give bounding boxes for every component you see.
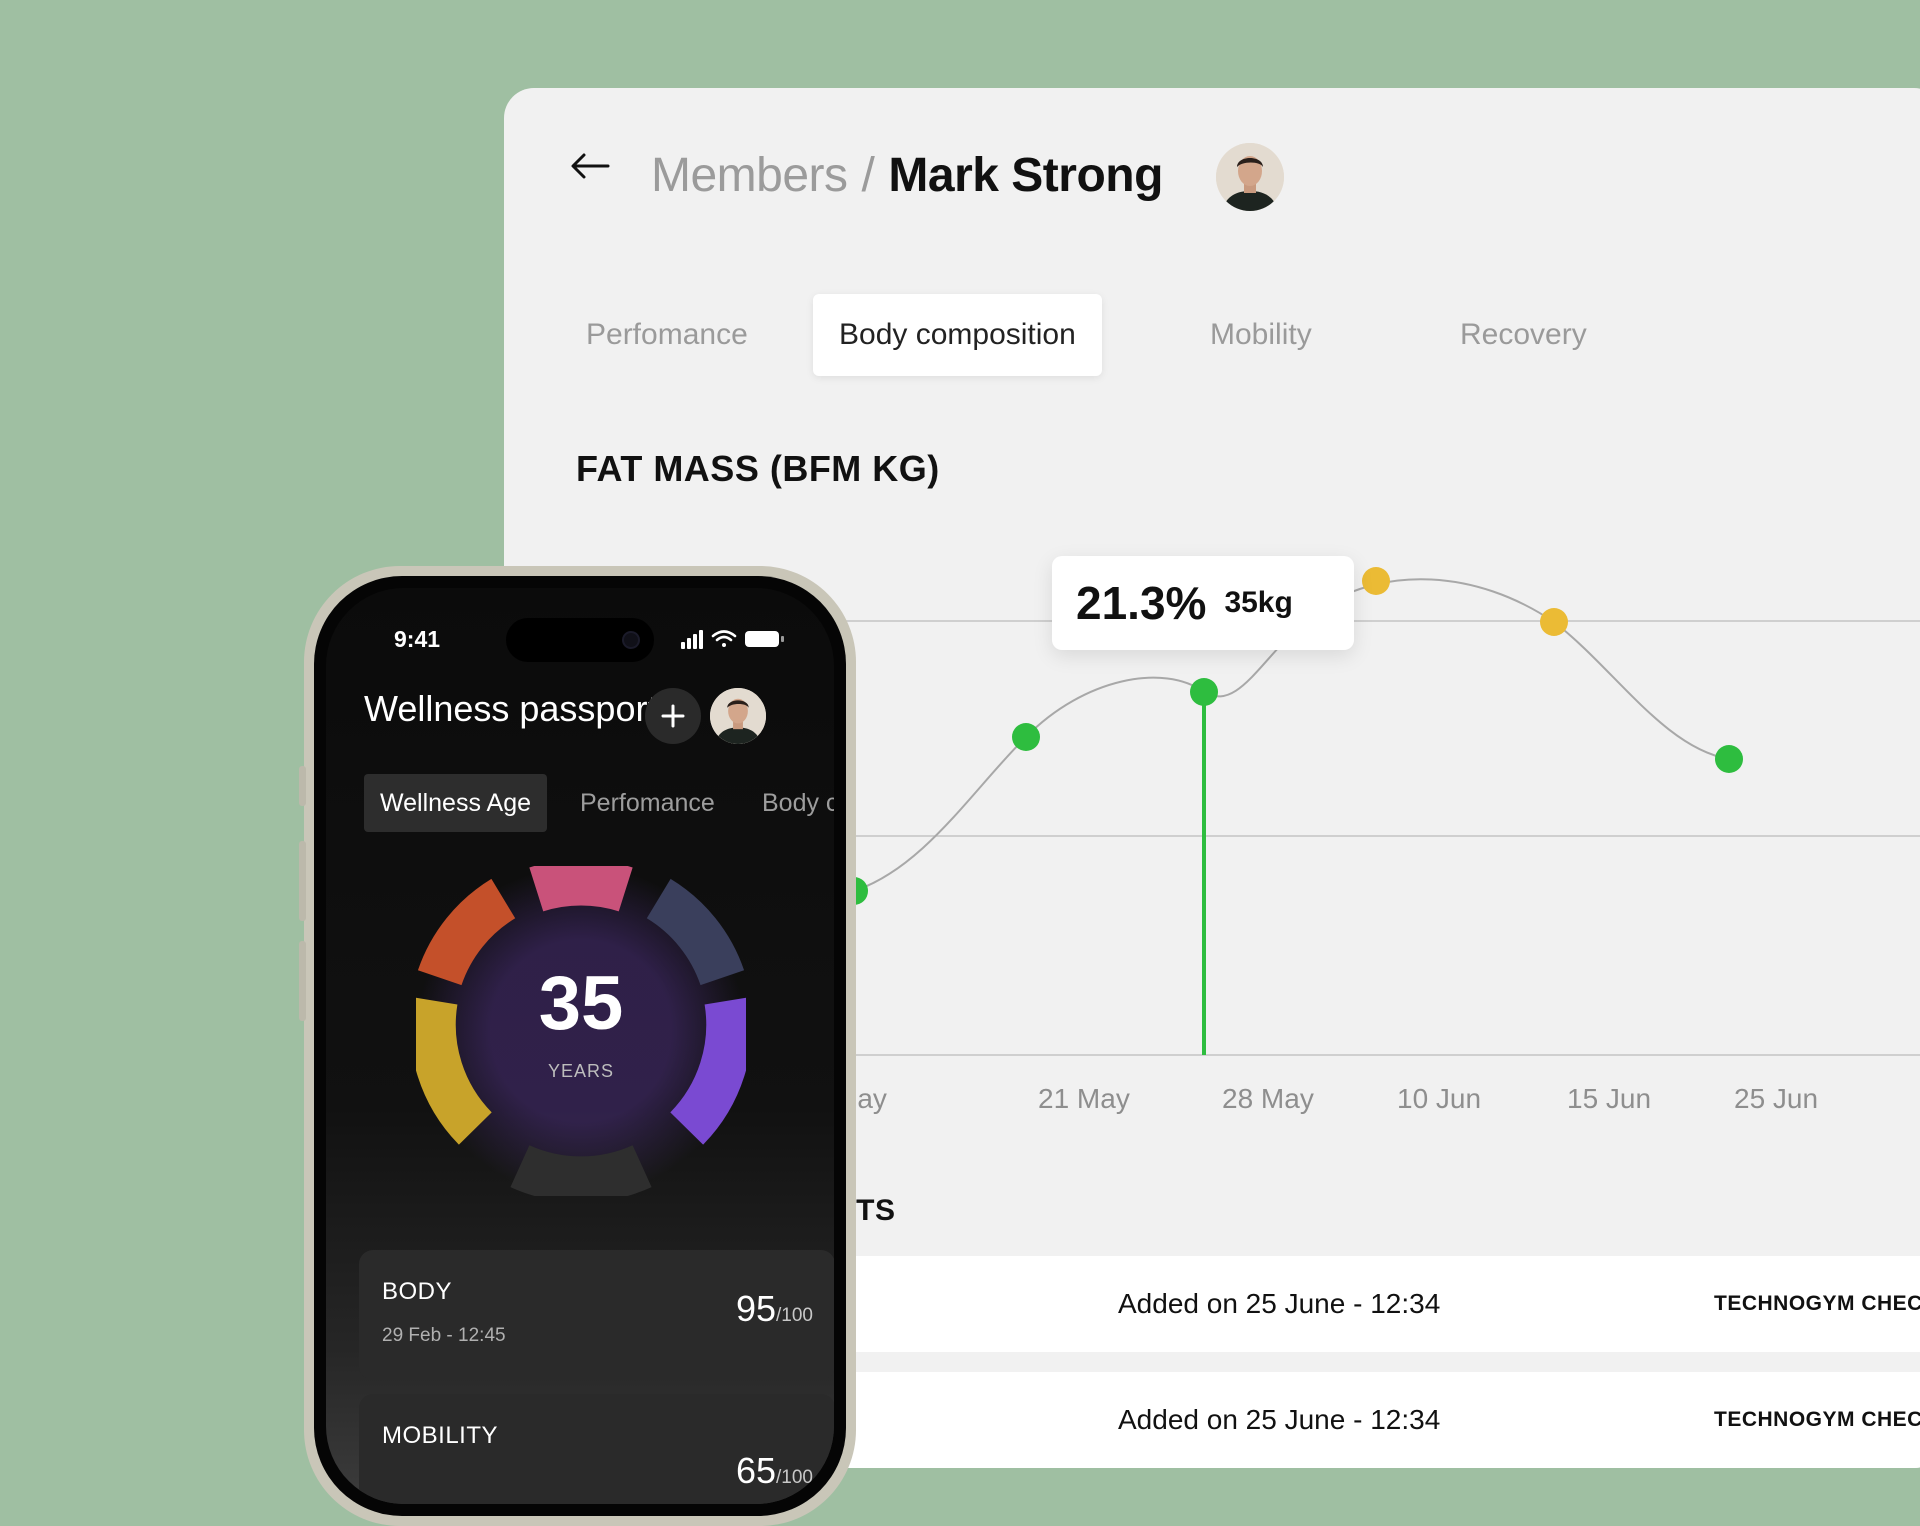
tab-body-composition[interactable]: Body composition	[813, 294, 1102, 376]
member-avatar[interactable]	[1216, 143, 1284, 211]
phone-tab-wellness-age[interactable]: Wellness Age	[364, 774, 548, 832]
tooltip-percent: 21.3%	[1076, 577, 1207, 629]
data-point-5[interactable]	[1715, 745, 1743, 773]
signal-icon	[681, 630, 703, 649]
wellness-age-value: 35	[538, 961, 624, 1046]
score-card-mobility[interactable]: MOBILITY 65/100	[359, 1394, 834, 1504]
phone-bezel: 9:41 Wellness passport	[314, 576, 846, 1516]
add-button[interactable]	[645, 688, 701, 744]
x-tick-label: 10 Jun	[1397, 1083, 1481, 1114]
user-avatar[interactable]	[710, 688, 766, 744]
ring-segment-top-left	[417, 878, 516, 986]
x-tick-label: 25 Jun	[1734, 1083, 1818, 1114]
measurement-device: TECHNOGYM CHEC	[1714, 1292, 1920, 1315]
measurement-device: TECHNOGYM CHEC	[1714, 1408, 1920, 1431]
x-tick-label: 21 May	[1038, 1083, 1130, 1114]
phone-tab-body-composition[interactable]: Body co	[762, 789, 834, 817]
phone-screen: 9:41 Wellness passport	[326, 588, 834, 1504]
battery-icon	[745, 631, 784, 647]
status-time: 9:41	[394, 626, 441, 652]
plus-icon	[661, 704, 685, 728]
breadcrumb-separator: /	[861, 149, 875, 202]
x-tick-label: 28 May	[1222, 1083, 1314, 1114]
breadcrumb-members-link[interactable]: Members	[651, 149, 848, 202]
ring-segment-bottom-left	[416, 997, 493, 1145]
phone-volume-down	[299, 941, 306, 1021]
ring-segment-top	[529, 866, 633, 912]
measurement-added-date: Added on 25 June - 12:34	[1118, 1404, 1441, 1435]
score-card-date: 29 Feb - 12:45	[382, 1325, 506, 1346]
phone-mockup: 9:41 Wellness passport	[299, 566, 856, 1526]
score-card-name: MOBILITY	[382, 1422, 499, 1449]
ring-segment-bottom-right	[669, 997, 746, 1145]
data-point-1[interactable]	[1012, 723, 1040, 751]
wifi-icon	[711, 630, 737, 647]
back-arrow-icon[interactable]	[566, 146, 614, 186]
phone-tab-perfomance[interactable]: Perfomance	[580, 789, 715, 817]
data-point-4[interactable]	[1540, 608, 1568, 636]
score-card-body[interactable]: BODY 29 Feb - 12:45 95/100	[359, 1250, 834, 1380]
ring-segment-top-right	[646, 878, 745, 986]
camera-icon	[622, 631, 640, 649]
data-point-3[interactable]	[1362, 567, 1390, 595]
breadcrumb: Members / Mark Strong	[651, 148, 1163, 204]
ring-segment-bottom	[510, 1145, 652, 1196]
tab-perfomance[interactable]: Perfomance	[586, 318, 748, 351]
score-card-name: BODY	[382, 1278, 453, 1305]
x-tick-label: 15 Jun	[1567, 1083, 1651, 1114]
status-icons	[681, 630, 784, 649]
data-point-2[interactable]	[1190, 678, 1218, 706]
tab-bar: Perfomance Body composition Mobility Rec…	[504, 294, 1920, 376]
wellness-age-unit: YEARS	[547, 1061, 615, 1081]
tab-mobility[interactable]: Mobility	[1210, 318, 1312, 351]
tooltip-weight: 35kg	[1224, 586, 1293, 619]
chart-title: FAT MASS (BFM KG)	[576, 448, 940, 489]
wellness-passport-title: Wellness passport	[364, 688, 658, 729]
chart-tooltip: 21.3% 35kg	[1052, 556, 1354, 650]
series-line	[853, 578, 1730, 892]
phone-silent-switch	[299, 766, 306, 806]
phone-tab-bar: Wellness Age Perfomance Body co	[364, 774, 834, 834]
wellness-age-ring: 35 YEARS	[416, 866, 746, 1196]
breadcrumb-current: Mark Strong	[888, 149, 1163, 202]
score-card-score: 95/100	[735, 1288, 813, 1329]
score-card-score: 65/100	[735, 1450, 813, 1491]
dynamic-island	[506, 618, 654, 662]
measurement-added-date: Added on 25 June - 12:34	[1118, 1288, 1441, 1319]
tab-recovery[interactable]: Recovery	[1460, 318, 1587, 351]
phone-volume-up	[299, 841, 306, 921]
